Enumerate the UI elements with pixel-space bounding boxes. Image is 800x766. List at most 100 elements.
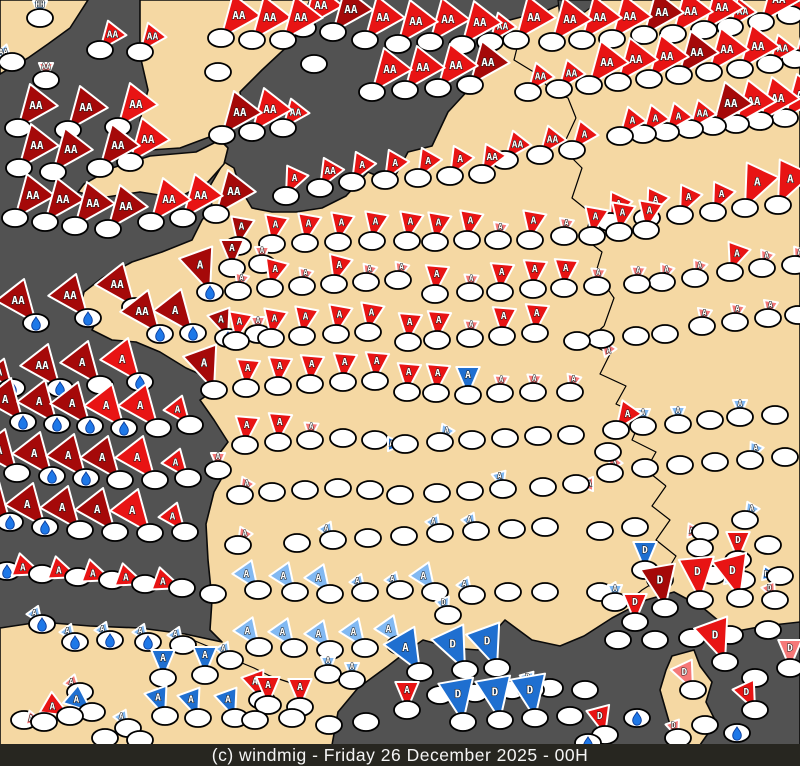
wind-symbol: A — [322, 303, 354, 344]
wind-cone — [794, 28, 800, 60]
wind-cone — [437, 676, 475, 723]
cloud-ellipse — [86, 40, 114, 60]
cloud-ellipse — [764, 195, 792, 215]
cloud-ellipse — [583, 276, 611, 296]
wind-symbol: A — [748, 248, 776, 278]
cone-letter: AA — [512, 139, 524, 150]
wind-symbol — [352, 712, 380, 732]
cone-letter: A — [216, 452, 221, 461]
raindrop-icon — [31, 316, 41, 331]
wind-symbol: A — [686, 522, 719, 542]
wind-symbol: A — [61, 683, 106, 722]
wind-symbol: A — [303, 563, 344, 604]
wind-symbol: A — [79, 435, 134, 490]
cloud-ellipse — [361, 371, 389, 391]
wind-symbol: AA — [126, 21, 168, 62]
wind-cone — [4, 482, 46, 528]
cloud-ellipse — [238, 122, 266, 142]
cloud-ellipse — [314, 664, 342, 684]
cone-letter: A — [173, 457, 179, 468]
cloud-ellipse — [116, 152, 144, 172]
wind-symbol: A — [58, 622, 89, 652]
wind-symbol: A — [736, 440, 765, 470]
cone-letter: D — [449, 638, 456, 651]
wind-symbol: AA — [269, 0, 324, 50]
cone-letter: AA — [593, 11, 607, 24]
wind-cone — [515, 0, 557, 41]
cone-letter: A — [229, 243, 235, 254]
cone-letter: A — [719, 189, 725, 200]
cloud-ellipse — [324, 478, 352, 498]
wind-symbol: D — [760, 580, 789, 610]
wind-symbol: A — [296, 354, 326, 394]
cone-letter: A — [462, 580, 467, 589]
wind-cone — [251, 0, 293, 41]
cone-letter: A — [303, 311, 309, 322]
cone-letter: AA — [79, 101, 93, 114]
cloud-ellipse — [604, 630, 632, 650]
wind-symbol — [458, 430, 486, 450]
wind-symbol: A — [113, 562, 159, 594]
cone-letter: AA — [119, 200, 133, 213]
cone-letter: A — [245, 363, 251, 374]
cone-letter: A — [218, 314, 224, 325]
wind-cone — [364, 351, 391, 382]
wind-symbol: A — [383, 570, 414, 600]
wind-symbol — [651, 324, 679, 344]
cloud-ellipse — [296, 374, 324, 394]
cone-letter: A — [374, 356, 380, 367]
cloud-ellipse — [716, 262, 744, 282]
wind-cone — [107, 184, 149, 230]
cloud-ellipse — [291, 233, 319, 253]
wind-cone — [234, 415, 261, 446]
wind-symbol: A — [358, 210, 390, 251]
wind-symbol — [686, 538, 714, 558]
wind-symbol — [571, 680, 599, 700]
cone-letter: A — [24, 498, 31, 511]
cloud-ellipse — [458, 585, 486, 605]
cloud-ellipse — [494, 582, 522, 602]
wind-cone — [94, 262, 136, 308]
cone-letter: AA — [110, 278, 124, 291]
wind-symbol: A — [382, 625, 434, 682]
cone-letter: A — [653, 195, 659, 206]
cone-letter: A — [129, 504, 136, 517]
wind-cone — [622, 593, 648, 623]
wind-cone — [332, 352, 359, 383]
cloud-ellipse — [351, 582, 379, 602]
cloud-ellipse — [358, 231, 386, 251]
cloud-ellipse — [754, 535, 782, 555]
cloud-ellipse — [354, 322, 382, 342]
wind-cone — [44, 177, 86, 223]
cone-letter: AA — [566, 68, 578, 79]
cone-letter: A — [160, 576, 166, 587]
wind-symbol: A — [224, 525, 254, 555]
wind-symbol: A — [354, 301, 386, 342]
cloud-ellipse — [169, 635, 197, 655]
cone-letter: A — [260, 246, 265, 255]
wind-cone — [760, 0, 800, 23]
wind-symbol: AA — [456, 40, 511, 95]
wind-symbol: AA — [635, 34, 690, 89]
cone-letter: AA — [263, 11, 277, 24]
raindrop-icon — [40, 520, 50, 535]
cloud-ellipse — [679, 680, 707, 700]
cloud-ellipse — [623, 274, 651, 294]
cone-letter: AA — [64, 143, 78, 156]
cloud-ellipse — [30, 712, 58, 732]
wind-symbol: AA — [526, 124, 568, 165]
cone-letter: A — [596, 268, 601, 277]
cone-letter: A — [0, 444, 3, 457]
wind-symbol: A — [488, 306, 518, 346]
cone-letter: A — [469, 274, 474, 283]
wind-symbol: D — [474, 674, 514, 730]
cone-letter: A — [434, 269, 440, 280]
wind-symbol: A — [162, 394, 204, 435]
wind-symbol: A — [267, 617, 308, 658]
cloud-ellipse — [456, 75, 484, 95]
wind-symbol: A — [781, 245, 800, 275]
cone-letter: A — [202, 650, 208, 661]
cone-letter: AA — [314, 0, 328, 12]
wind-symbol — [524, 426, 552, 446]
wind-symbol: A — [456, 319, 484, 348]
